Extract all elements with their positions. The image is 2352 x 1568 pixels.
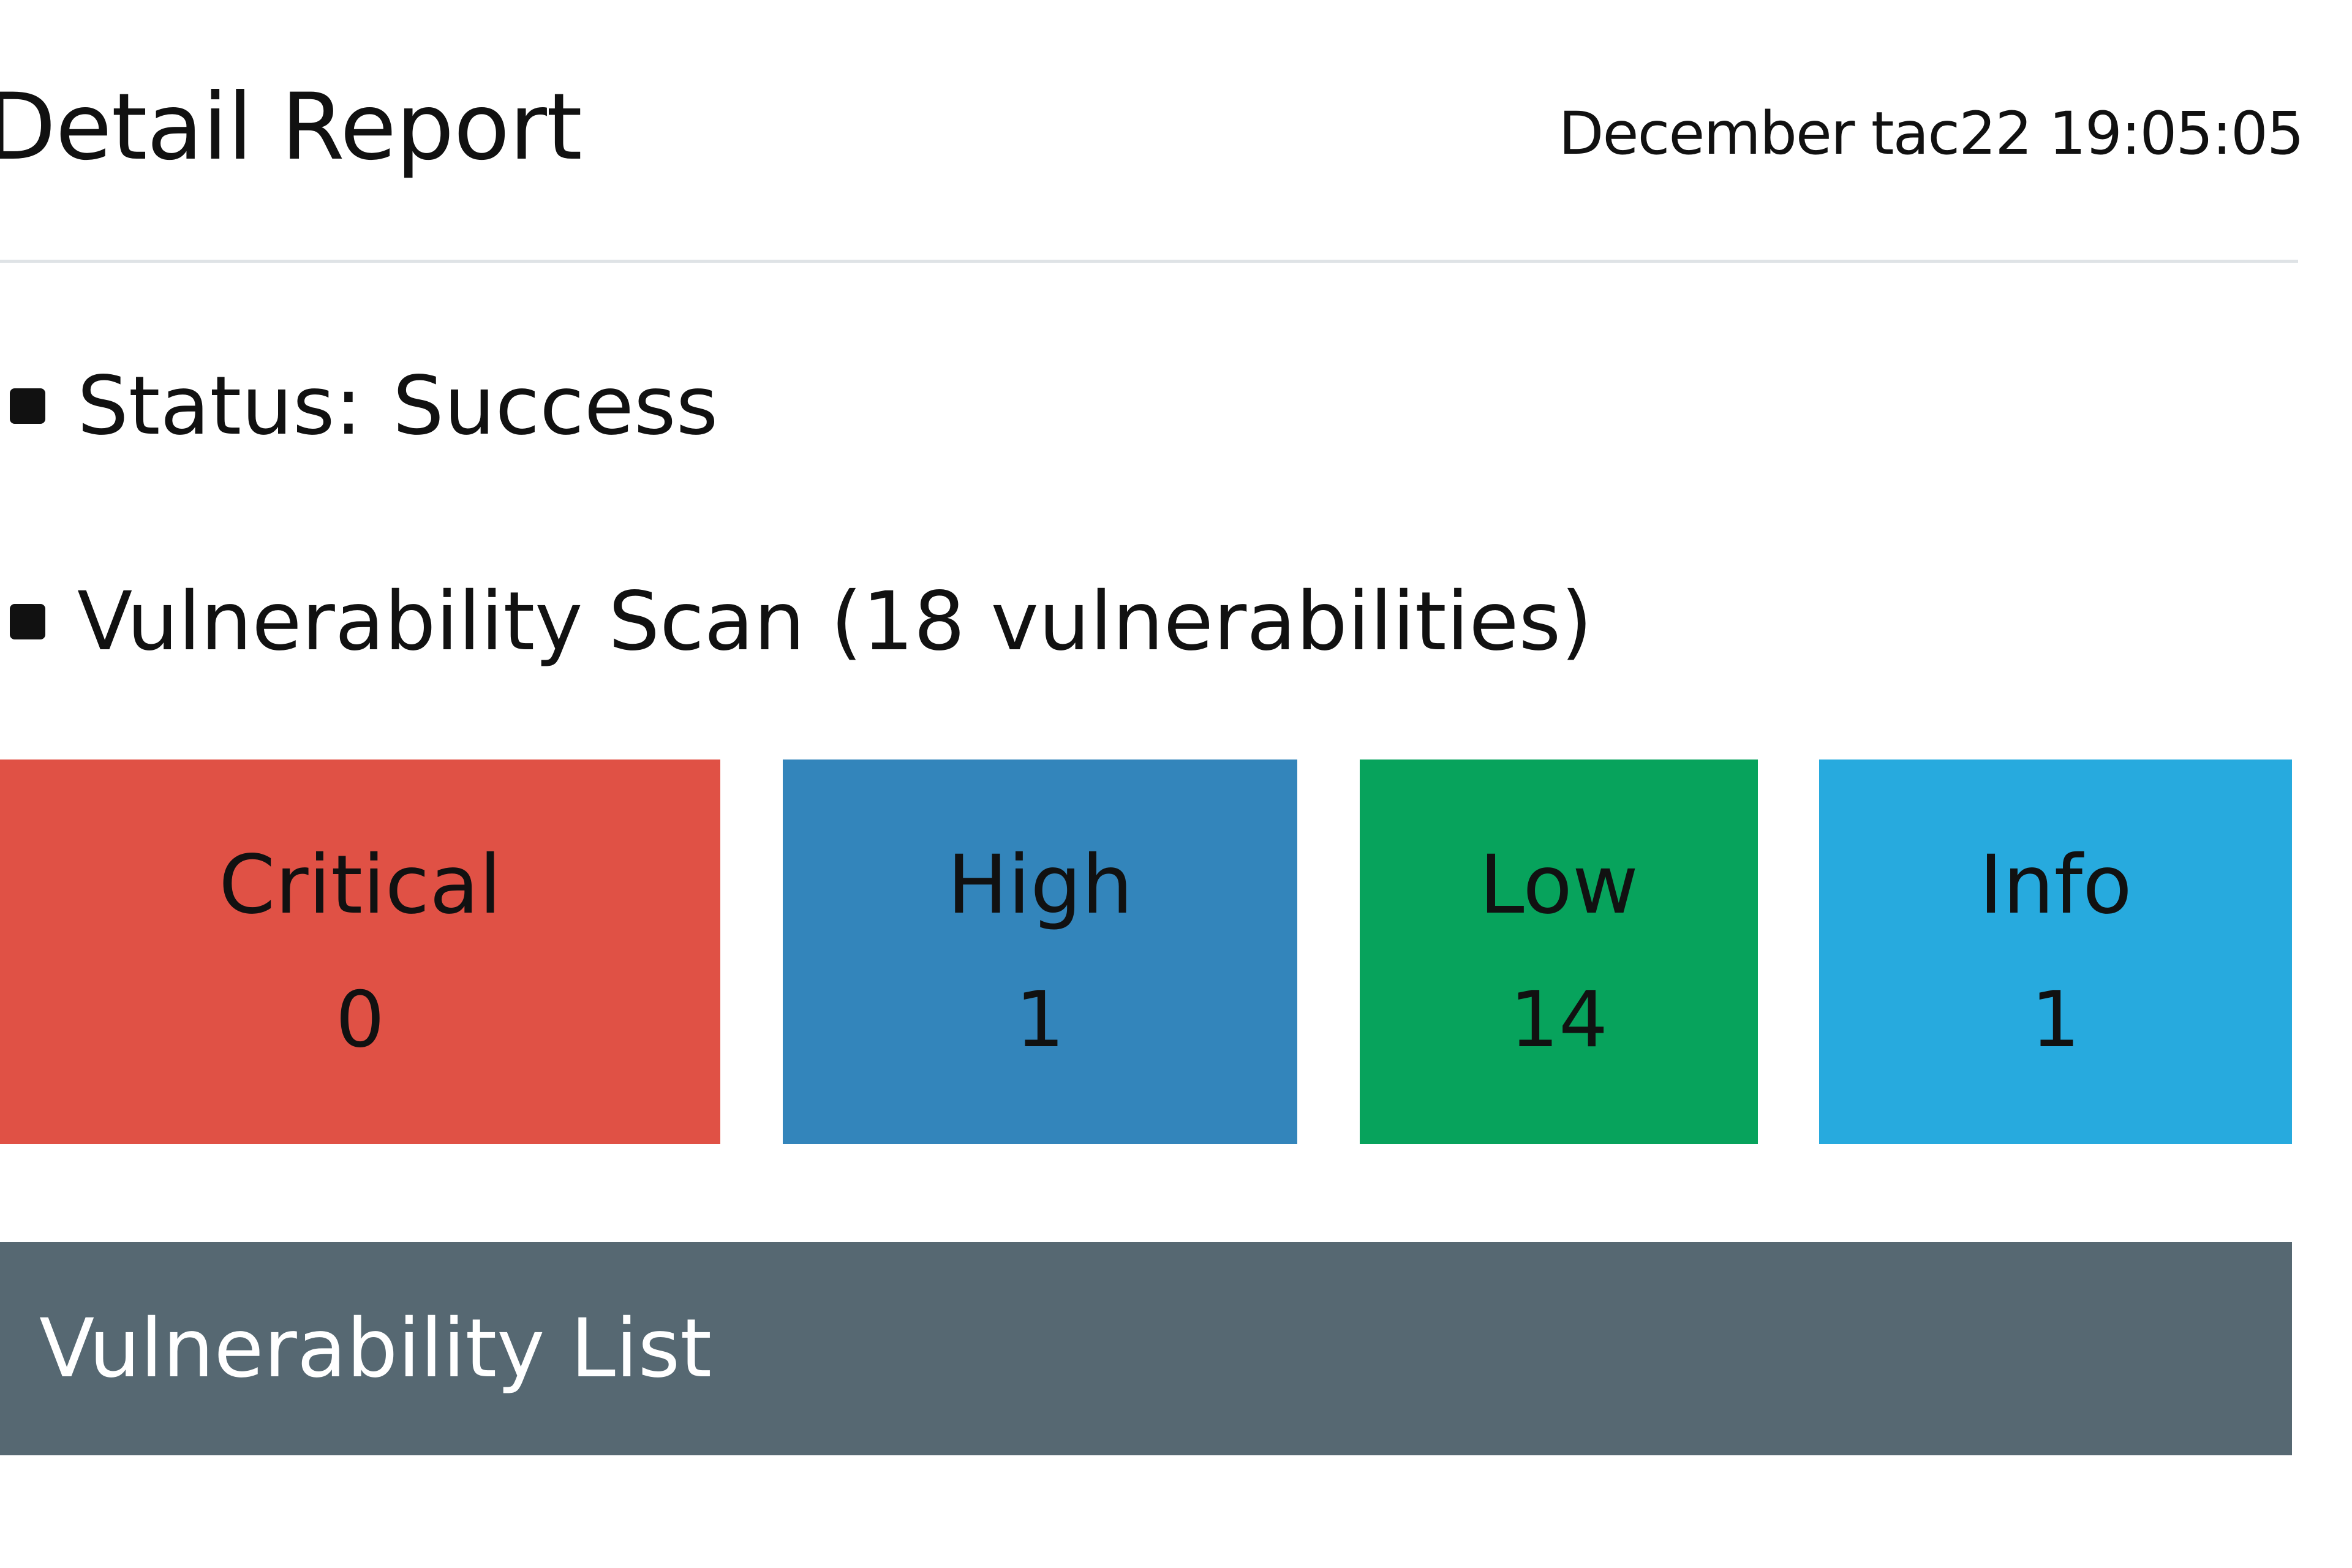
severity-count: 1 bbox=[1015, 974, 1065, 1065]
severity-label: Low bbox=[1479, 838, 1638, 932]
bullet-square-icon bbox=[10, 604, 45, 639]
severity-card-critical[interactable]: Critical 0 bbox=[0, 760, 720, 1144]
severity-count: 0 bbox=[335, 974, 385, 1065]
status-line: Status: Success bbox=[10, 354, 718, 458]
vulnerability-list-header[interactable]: Vulnerability List bbox=[0, 1242, 2292, 1455]
page-title: Detail Report bbox=[0, 74, 582, 181]
report-timestamp: December tac22 19:05:05 bbox=[1558, 99, 2304, 168]
severity-card-high[interactable]: High 1 bbox=[783, 760, 1297, 1144]
vulnerability-list-title: Vulnerability List bbox=[39, 1302, 712, 1396]
scan-summary-line: Vulnerability Scan (18 vulnerabilities) bbox=[10, 570, 1593, 674]
severity-count: 1 bbox=[2030, 974, 2081, 1065]
status-label: Status: bbox=[77, 359, 363, 453]
scan-summary-text: Vulnerability Scan (18 vulnerabilities) bbox=[77, 575, 1593, 669]
status-value: Success bbox=[393, 359, 718, 453]
severity-count: 14 bbox=[1509, 974, 1608, 1065]
severity-card-info[interactable]: Info 1 bbox=[1819, 760, 2292, 1144]
severity-card-low[interactable]: Low 14 bbox=[1360, 760, 1758, 1144]
header-divider bbox=[0, 260, 2298, 263]
severity-label: Info bbox=[1979, 838, 2132, 932]
severity-label: High bbox=[947, 838, 1133, 932]
bullet-square-icon bbox=[10, 388, 45, 424]
severity-label: Critical bbox=[219, 838, 502, 932]
